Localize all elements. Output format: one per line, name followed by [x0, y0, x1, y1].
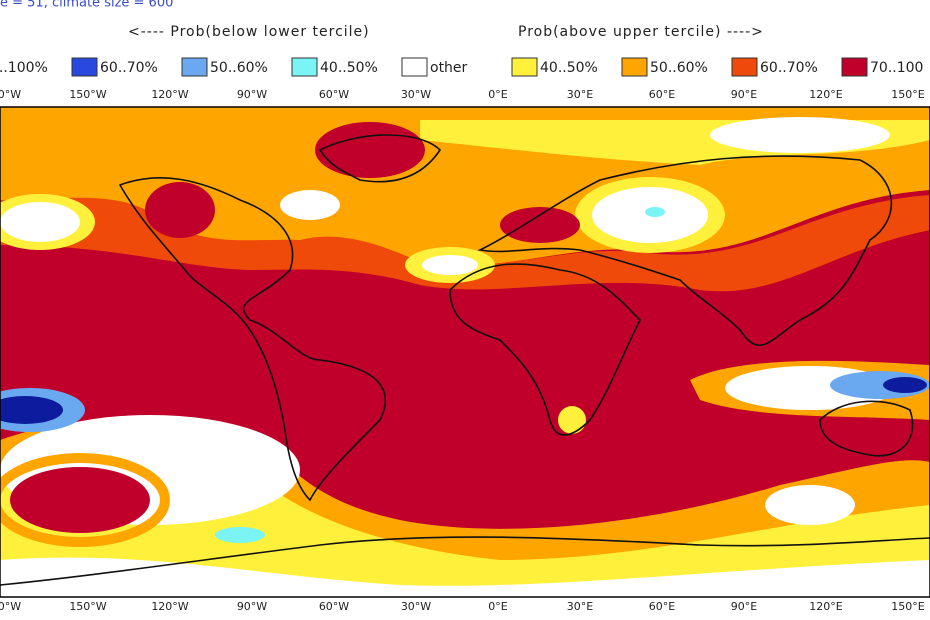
legend-swatch — [291, 57, 318, 77]
lon-label: 60°E — [649, 88, 675, 101]
lon-label: 150°E — [891, 600, 924, 613]
legend-label: other — [430, 60, 468, 76]
legend-swatch — [71, 57, 98, 77]
legend-label: 50..60% — [210, 60, 268, 76]
lon-label: 60°W — [319, 88, 349, 101]
legend-label: 60..70% — [760, 60, 818, 76]
lon-label: 90°E — [731, 600, 757, 613]
legend-swatch — [511, 57, 538, 77]
lon-label: 0°E — [488, 88, 507, 101]
lon-label: 60°W — [0, 600, 21, 613]
legend-label: 50..60% — [650, 60, 708, 76]
legend: 0..100% 60..70% 50..60% 40..50% other 40..50%… — [0, 57, 923, 77]
lon-label: 90°W — [237, 600, 267, 613]
legend-swatch — [621, 57, 648, 77]
lon-label: 30°W — [401, 88, 431, 101]
legend-swatch — [841, 57, 868, 77]
lon-label: 150°W — [69, 600, 106, 613]
lon-labels-bottom: 60°W 150°W 120°W 90°W 60°W 30°W 0°E 30°E 60°E 90°… — [0, 600, 925, 613]
lon-label: 150°W — [69, 88, 106, 101]
map — [0, 106, 930, 598]
lon-label: 60°W — [319, 600, 349, 613]
lon-label: 120°E — [809, 88, 842, 101]
legend-swatch — [401, 57, 428, 77]
lon-label: 0°E — [488, 600, 507, 613]
legend-label: 40..50% — [540, 60, 598, 76]
legend-label: 0..100% — [0, 60, 48, 76]
lon-label: 120°W — [151, 600, 188, 613]
lon-label: 120°E — [809, 600, 842, 613]
legend-title: <---- Prob(below lower tercile) — [128, 24, 370, 40]
lon-label: 120°W — [151, 88, 188, 101]
legend-title: Prob(above upper tercile) ----> — [518, 24, 764, 40]
lon-label: 30°E — [567, 600, 593, 613]
subtitle: e = 51, climate size = 600 — [0, 0, 173, 11]
legend-label: 60..70% — [100, 60, 158, 76]
lon-label: 60°W — [0, 88, 21, 101]
lon-label: 90°W — [237, 88, 267, 101]
legend-swatch — [181, 57, 208, 77]
legend-swatch — [731, 57, 758, 77]
legend-label: 70..100 — [870, 60, 923, 76]
legend-label: 40..50% — [320, 60, 378, 76]
lon-label: 30°E — [567, 88, 593, 101]
lon-labels-top: 60°W 150°W 120°W 90°W 60°W 30°W 0°E 30°E 60°E 90°… — [0, 88, 925, 101]
lon-label: 150°E — [891, 88, 924, 101]
lon-label: 60°E — [649, 600, 675, 613]
lon-label: 90°E — [731, 88, 757, 101]
lon-label: 30°W — [401, 600, 431, 613]
